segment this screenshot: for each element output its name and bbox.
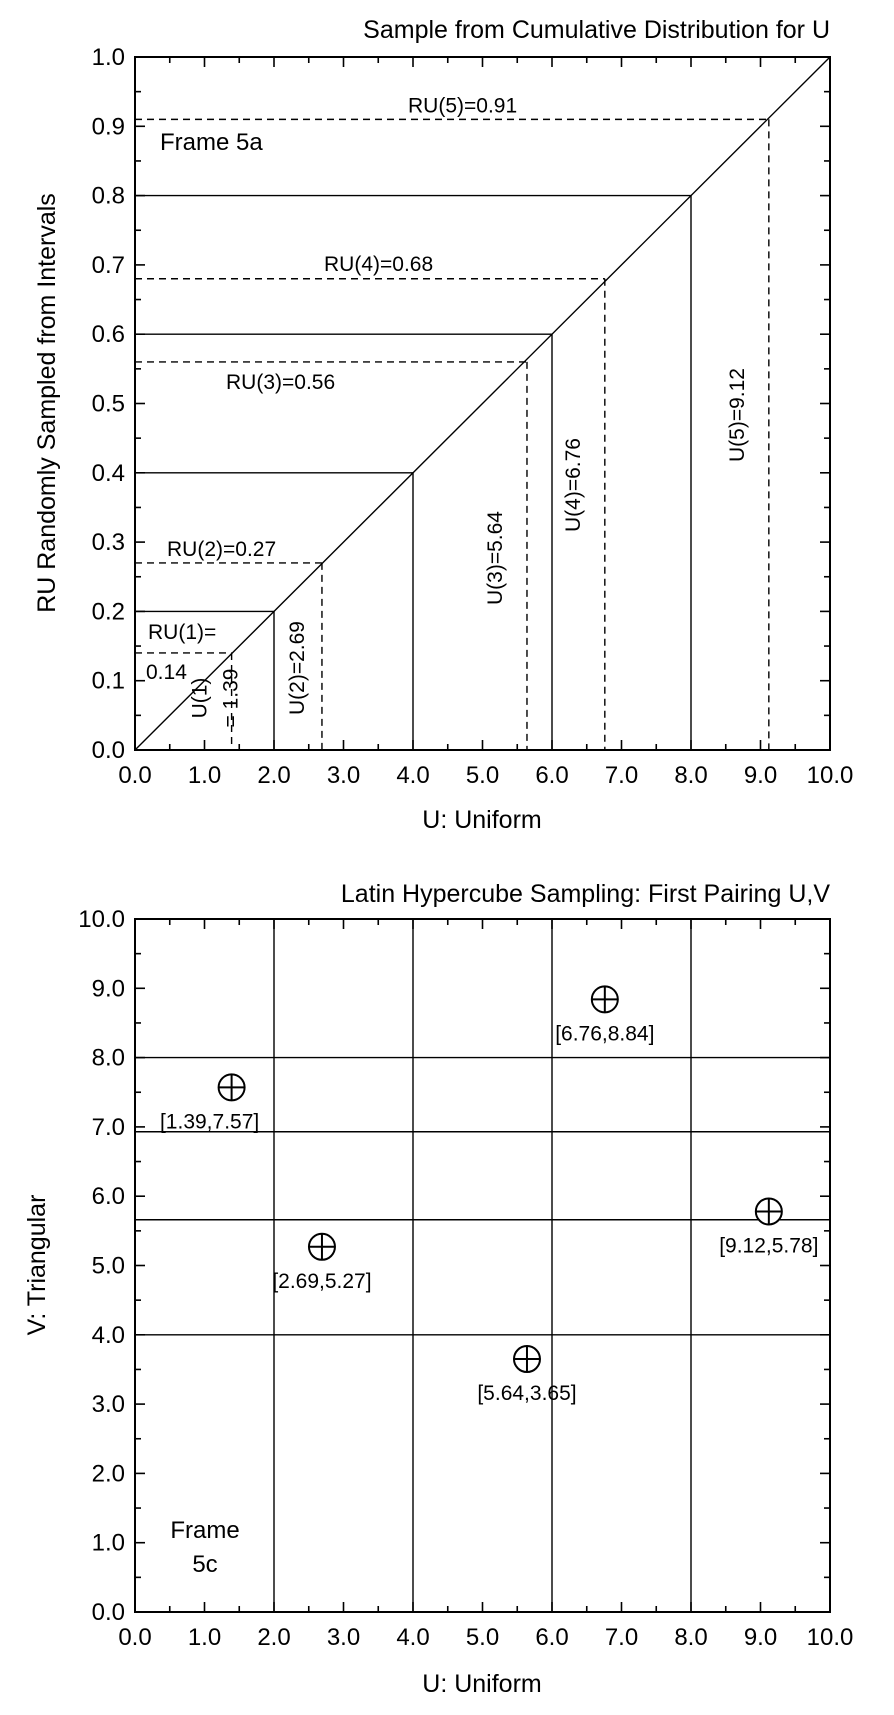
chart1-frame-label: Frame 5a: [160, 129, 263, 156]
y-tick-label: 2.0: [92, 1460, 125, 1487]
x-tick-label: 7.0: [605, 1624, 638, 1651]
x-tick-label: 8.0: [674, 1624, 707, 1651]
sample-u-label: U(5)=9.12: [726, 368, 749, 462]
x-tick-label: 5.0: [466, 1624, 499, 1651]
lhs-chart: Latin Hypercube Sampling: First Pairing …: [23, 880, 853, 1698]
chart1-x-tick-labels: 0.0 1.0 2.0 3.0 4.0 5.0 6.0 7.0 8.0 9.0 10.0: [118, 762, 853, 789]
sample-u-label: U(3)=5.64: [484, 511, 507, 605]
y-tick-label: 0.4: [92, 460, 125, 487]
chart1-marks: RU(1)= 0.14 RU(2)=0.27 RU(3)=0.56 RU(4)=0.68…: [134, 56, 831, 751]
sample-point-label: [9.12,5.78]: [719, 1234, 818, 1257]
chart2-x-tick-labels: 0.0 1.0 2.0 3.0 4.0 5.0 6.0 7.0 8.0 9.0 10.0: [118, 1624, 853, 1651]
x-tick-label: 10.0: [807, 1624, 854, 1651]
y-tick-label: 8.0: [92, 1045, 125, 1072]
cdf-chart: Sample from Cumulative Distribution for …: [33, 16, 853, 834]
sample-ru-label: 0.14: [146, 661, 187, 684]
chart2-ticks: [134, 918, 831, 1613]
x-tick-label: 0.0: [118, 1624, 151, 1651]
sample-u-label: U(2)=2.69: [286, 621, 309, 715]
y-tick-label: 1.0: [92, 1530, 125, 1557]
chart1-y-tick-labels: 0.0 0.1 0.2 0.3 0.4 0.5 0.6 0.7 0.8 0.9 1.0: [92, 44, 125, 764]
chart2-marks: [1.39,7.57] [2.69,5.27] [5.64,3.65] [6.76,8…: [135, 919, 830, 1612]
chart1-title: Sample from Cumulative Distribution for …: [363, 16, 830, 44]
y-tick-label: 6.0: [92, 1183, 125, 1210]
y-tick-label: 0.5: [92, 391, 125, 418]
x-tick-label: 9.0: [744, 1624, 777, 1651]
y-tick-label: 0.8: [92, 183, 125, 210]
chart2-x-axis-label: U: Uniform: [422, 1670, 541, 1698]
sample-ru-label: RU(2)=0.27: [167, 538, 276, 561]
chart2-y-tick-labels: 0.0 1.0 2.0 3.0 4.0 5.0 6.0 7.0 8.0 9.0 10.0: [78, 906, 125, 1626]
y-tick-label: 0.7: [92, 252, 125, 279]
sample-ru-label: RU(1)=: [148, 621, 216, 644]
y-tick-label: 0.0: [92, 1599, 125, 1626]
chart2-frame-label-line2: 5c: [192, 1551, 217, 1578]
sample-point-label: [6.76,8.84]: [555, 1022, 654, 1045]
x-tick-label: 6.0: [535, 1624, 568, 1651]
sample-ru-label: RU(5)=0.91: [408, 94, 517, 117]
x-tick-label: 2.0: [257, 762, 290, 789]
chart2-y-axis-label: V: Triangular: [23, 1195, 51, 1336]
chart1-x-axis-label: U: Uniform: [422, 806, 541, 834]
chart2-frame-label: Frame: [170, 1517, 239, 1544]
x-tick-label: 7.0: [605, 762, 638, 789]
y-tick-label: 0.6: [92, 321, 125, 348]
chart1-y-axis-label: RU Randomly Sampled from Intervals: [33, 193, 61, 613]
x-tick-label: 4.0: [396, 762, 429, 789]
sample-point-label: [1.39,7.57]: [160, 1110, 259, 1133]
y-tick-label: 4.0: [92, 1322, 125, 1349]
sample-ru-label: RU(4)=0.68: [324, 253, 433, 276]
y-tick-label: 5.0: [92, 1253, 125, 1280]
sample-point-label: [5.64,3.65]: [477, 1382, 576, 1405]
y-tick-label: 0.2: [92, 598, 125, 625]
x-tick-label: 1.0: [188, 1624, 221, 1651]
x-tick-label: 3.0: [327, 1624, 360, 1651]
x-tick-label: 4.0: [396, 1624, 429, 1651]
y-tick-label: 0.3: [92, 529, 125, 556]
sample-u-label: U(1): [189, 678, 212, 719]
y-tick-label: 7.0: [92, 1114, 125, 1141]
cdf-line: [134, 56, 831, 751]
y-tick-label: 3.0: [92, 1391, 125, 1418]
y-tick-label: 10.0: [78, 906, 125, 933]
x-tick-label: 5.0: [466, 762, 499, 789]
y-tick-label: 0.9: [92, 113, 125, 140]
y-tick-label: 9.0: [92, 975, 125, 1002]
y-tick-label: 1.0: [92, 44, 125, 71]
sample-ru-label: RU(3)=0.56: [226, 371, 335, 394]
x-tick-label: 9.0: [744, 762, 777, 789]
y-tick-label: 0.0: [92, 737, 125, 764]
x-tick-label: 10.0: [807, 762, 854, 789]
sample-u-label: = 1.39: [220, 669, 243, 728]
sample-u-label: U(4)=6.76: [562, 438, 585, 532]
chart2-plot-frame: [134, 918, 831, 1613]
x-tick-label: 8.0: [674, 762, 707, 789]
x-tick-label: 2.0: [257, 1624, 290, 1651]
x-tick-label: 3.0: [327, 762, 360, 789]
chart2-title: Latin Hypercube Sampling: First Pairing …: [341, 880, 830, 908]
x-tick-label: 1.0: [188, 762, 221, 789]
x-tick-label: 0.0: [118, 762, 151, 789]
y-tick-label: 0.1: [92, 668, 125, 695]
sample-point-label: [2.69,5.27]: [272, 1270, 371, 1293]
x-tick-label: 6.0: [535, 762, 568, 789]
